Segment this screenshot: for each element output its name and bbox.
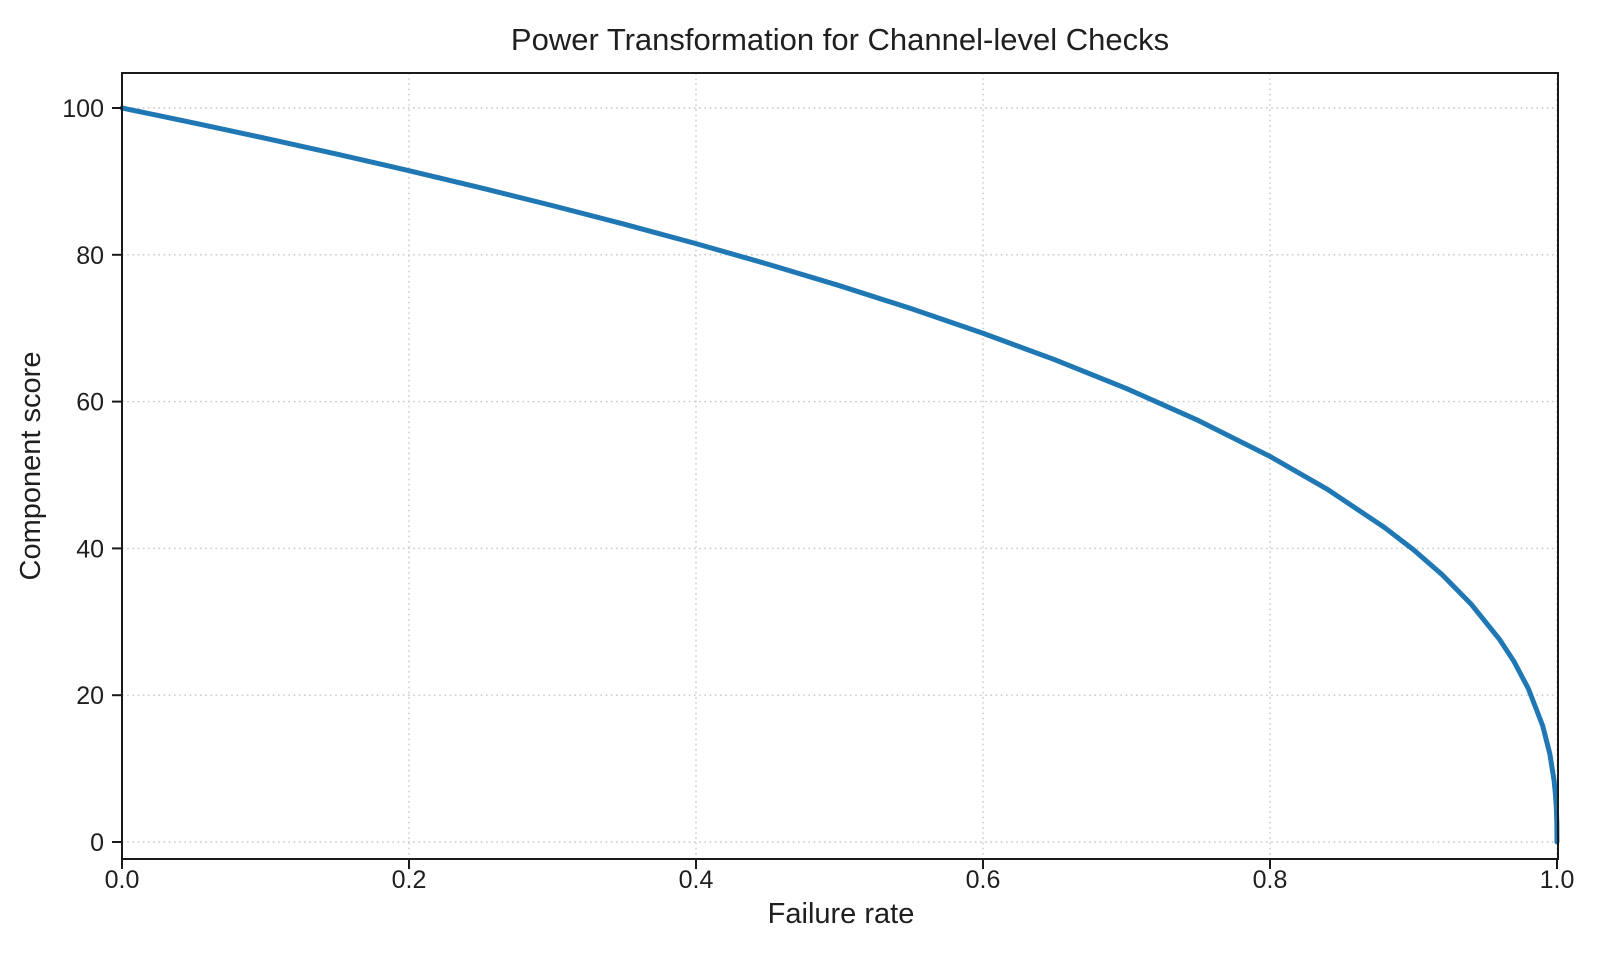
plot-border: [121, 72, 1559, 860]
y-tick-label: 0: [90, 829, 104, 857]
x-tick-label: 0.6: [966, 866, 1001, 894]
y-tick-label: 100: [62, 95, 104, 123]
gridlines: [121, 73, 1558, 859]
series-line: [119, 105, 1560, 845]
series-group: [119, 105, 1560, 845]
y-tick-label: 80: [76, 242, 104, 270]
y-axis-label: Component score: [15, 352, 47, 581]
tick-labels: 0.0 0.2 0.4 0.6 0.8 1.0 0 20 40 60 80 100: [62, 95, 1574, 894]
x-tick-label: 0.4: [679, 866, 714, 894]
y-tick-label: 40: [76, 535, 104, 563]
y-tick-label: 20: [76, 682, 104, 710]
x-tick-label: 0.2: [392, 866, 427, 894]
x-tick-label: 0.8: [1253, 866, 1288, 894]
x-tick-label: 0.0: [105, 866, 140, 894]
chart-title: Power Transformation for Channel-level C…: [511, 22, 1169, 57]
x-axis-label: Failure rate: [768, 898, 915, 930]
y-tick-label: 60: [76, 389, 104, 417]
tick-marks: [112, 107, 1558, 869]
x-tick-label: 1.0: [1540, 866, 1575, 894]
